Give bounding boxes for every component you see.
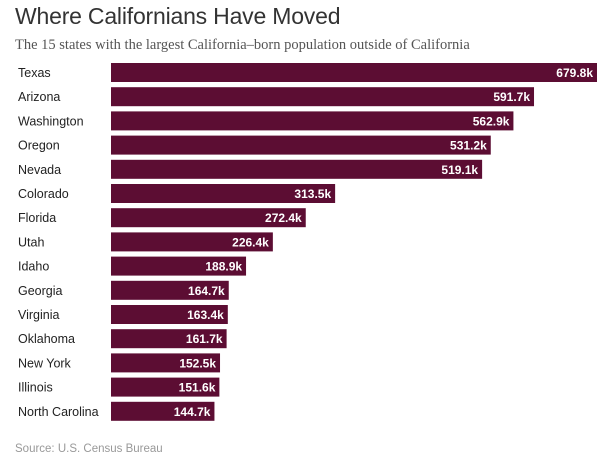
source-note: Source: U.S. Census Bureau bbox=[15, 443, 163, 455]
bar bbox=[111, 401, 215, 421]
bar bbox=[111, 159, 483, 179]
category-label: Colorado bbox=[18, 187, 69, 201]
category-label: Oregon bbox=[18, 139, 60, 153]
bar-value-label: 144.7k bbox=[174, 405, 211, 419]
bar bbox=[111, 353, 221, 373]
bar-value-label: 679.8k bbox=[556, 66, 593, 80]
bar-chart: Texas 679.8k Arizona 591.7k Washington 562.9k… bbox=[18, 63, 597, 421]
category-label: North Carolina bbox=[18, 405, 99, 419]
bar bbox=[111, 63, 597, 82]
category-label: Virginia bbox=[18, 308, 60, 322]
bar-value-label: 519.1k bbox=[441, 163, 478, 177]
bar bbox=[111, 135, 491, 155]
bar-value-label: 188.9k bbox=[205, 260, 242, 274]
bar bbox=[111, 208, 306, 228]
chart-title: Where Californians Have Moved bbox=[15, 3, 341, 29]
bar bbox=[111, 305, 228, 324]
bar-value-label: 531.2k bbox=[450, 139, 487, 153]
bar bbox=[111, 377, 220, 397]
bar-value-label: 562.9k bbox=[473, 114, 510, 128]
bar-value-label: 152.5k bbox=[179, 356, 216, 370]
category-label: Florida bbox=[18, 211, 56, 225]
bar bbox=[111, 329, 227, 349]
category-label: Texas bbox=[18, 66, 51, 80]
category-label: Oklahoma bbox=[18, 332, 75, 346]
bar bbox=[111, 111, 514, 131]
bar bbox=[111, 256, 247, 276]
category-label: Georgia bbox=[18, 284, 63, 298]
category-label: Utah bbox=[18, 235, 44, 249]
category-label: New York bbox=[18, 356, 72, 370]
bar-value-label: 591.7k bbox=[493, 90, 530, 104]
bar-value-label: 272.4k bbox=[265, 211, 302, 225]
bar bbox=[111, 87, 535, 107]
bar bbox=[111, 184, 336, 203]
category-label: Arizona bbox=[18, 90, 60, 104]
bar-value-label: 226.4k bbox=[232, 235, 269, 249]
category-label: Illinois bbox=[18, 381, 53, 395]
category-label: Nevada bbox=[18, 163, 61, 177]
chart-subtitle: The 15 states with the largest Californi… bbox=[15, 37, 470, 53]
bar-value-label: 163.4k bbox=[187, 308, 224, 322]
bar-value-label: 151.6k bbox=[179, 381, 216, 395]
category-label: Idaho bbox=[18, 260, 49, 274]
bar-value-label: 164.7k bbox=[188, 284, 225, 298]
category-label: Washington bbox=[18, 114, 84, 128]
bar-value-label: 313.5k bbox=[294, 187, 331, 201]
bar bbox=[111, 280, 229, 300]
bar bbox=[111, 232, 273, 252]
bar-value-label: 161.7k bbox=[186, 332, 223, 346]
